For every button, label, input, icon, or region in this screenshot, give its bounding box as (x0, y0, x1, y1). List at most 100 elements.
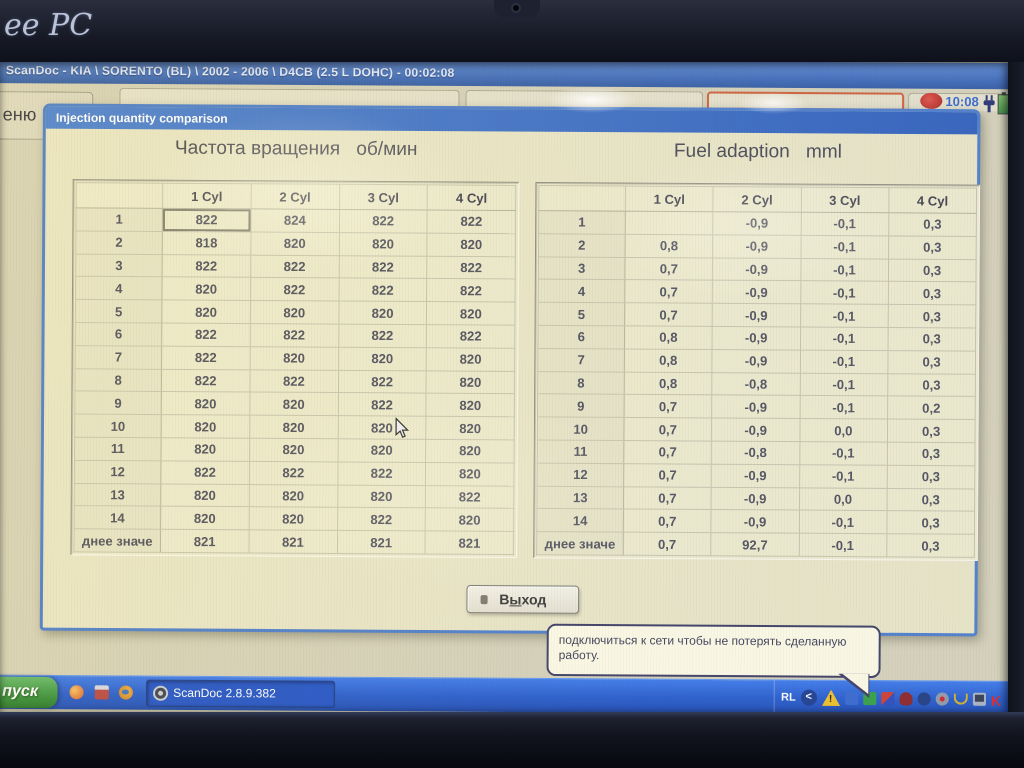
table-cell[interactable]: -0,9 (712, 257, 801, 282)
table-cell[interactable]: 820 (337, 438, 426, 463)
table-cell[interactable]: -0,9 (712, 303, 801, 327)
table-cell[interactable]: 0,3 (888, 212, 977, 237)
notification-balloon[interactable]: подключиться к сети чтобы не потерять сд… (546, 623, 881, 699)
table-cell[interactable]: 0,3 (888, 281, 976, 306)
table-cell[interactable]: 0,7 (623, 440, 712, 464)
table-cell[interactable]: 0,3 (886, 533, 975, 558)
table-cell[interactable]: 0,7 (624, 394, 712, 419)
table-cell[interactable]: -0,9 (711, 418, 800, 442)
table-cell[interactable]: 0,7 (623, 532, 712, 556)
table-cell[interactable]: 92,7 (710, 532, 799, 557)
table-cell[interactable]: 820 (427, 232, 516, 257)
quicklaunch-icon-1[interactable] (69, 685, 84, 700)
start-button[interactable]: пуск (0, 676, 58, 709)
table-cell[interactable]: 822 (161, 323, 251, 347)
table-cell[interactable]: -0,1 (798, 510, 887, 534)
display-tray-icon[interactable] (972, 692, 986, 706)
table-cell[interactable]: 824 (250, 208, 340, 233)
table-cell[interactable]: 820 (425, 462, 515, 486)
table-cell[interactable]: -0,9 (711, 395, 800, 419)
table-cell[interactable]: 822 (337, 461, 426, 486)
table-cell[interactable]: 820 (249, 392, 338, 416)
table-cell[interactable]: 820 (249, 415, 338, 439)
tray-icon-6[interactable] (935, 691, 949, 706)
table-cell[interactable]: 820 (161, 391, 250, 416)
table-cell[interactable]: 0,7 (624, 279, 713, 304)
table-cell[interactable]: -0,1 (800, 212, 889, 236)
table-cell[interactable]: 820 (338, 347, 427, 371)
table-cell[interactable]: -0,9 (712, 349, 800, 373)
table-cell[interactable]: 0,7 (623, 463, 712, 487)
table-cell[interactable]: 822 (426, 278, 516, 303)
table-cell[interactable]: 0,3 (887, 419, 976, 443)
table-cell[interactable]: 821 (248, 529, 338, 554)
table-cell[interactable]: 822 (425, 485, 514, 509)
table-cell[interactable]: 820 (160, 483, 250, 508)
table-cell[interactable]: 822 (337, 369, 427, 394)
table-cell[interactable]: 822 (250, 254, 339, 279)
table-cell[interactable]: 820 (426, 393, 515, 417)
table-cell[interactable]: 820 (161, 277, 251, 301)
table-cell[interactable]: 820 (337, 484, 426, 509)
table-cell[interactable]: 0,3 (886, 465, 975, 489)
table-cell[interactable] (625, 211, 714, 235)
table-cell[interactable]: 822 (338, 278, 427, 302)
tray-icon-3[interactable] (881, 691, 895, 705)
table-cell[interactable]: 0,7 (623, 486, 712, 510)
table-cell[interactable]: 820 (160, 506, 249, 530)
table-cell[interactable]: -0,1 (800, 258, 889, 282)
table-cell[interactable]: 822 (426, 255, 516, 280)
table-cell[interactable]: 822 (338, 209, 428, 233)
antivirus-tray-icon[interactable]: K (990, 692, 1002, 709)
table-cell[interactable]: 0,7 (624, 257, 713, 281)
table-cell[interactable]: 822 (249, 323, 339, 348)
table-cell[interactable]: 820 (249, 438, 338, 462)
table-cell[interactable]: 820 (248, 484, 338, 508)
table-cell[interactable]: 821 (425, 531, 514, 555)
table-cell[interactable]: -0,1 (799, 395, 888, 420)
table-cell[interactable]: 818 (162, 231, 251, 255)
table-cell[interactable]: -0,1 (799, 441, 888, 466)
table-cell[interactable]: -0,8 (711, 372, 800, 396)
table-cell[interactable]: 820 (250, 231, 339, 256)
table-cell[interactable]: 820 (249, 346, 339, 370)
table-cell[interactable]: 0,3 (886, 510, 975, 535)
table-cell[interactable]: 820 (161, 437, 250, 462)
table-cell[interactable]: 822 (249, 461, 338, 485)
table-cell[interactable]: 820 (425, 508, 514, 532)
table-cell[interactable]: 0,3 (887, 373, 976, 397)
table-cell[interactable]: 0,8 (625, 234, 713, 258)
table-cell[interactable]: -0,1 (798, 533, 887, 557)
table-cell[interactable]: 820 (250, 300, 339, 325)
table-cell[interactable]: 820 (426, 347, 515, 372)
table-cell[interactable]: -0,9 (711, 463, 800, 488)
table-cell[interactable]: -0,9 (712, 326, 801, 350)
table-cell[interactable]: 0,7 (623, 509, 712, 533)
language-indicator[interactable]: RL (780, 691, 796, 704)
table-cell[interactable]: 820 (338, 301, 427, 325)
table-cell[interactable]: 820 (248, 507, 338, 531)
exit-button[interactable]: Выход (466, 584, 580, 614)
table-cell[interactable]: -0,9 (712, 280, 801, 304)
table-cell[interactable]: 821 (336, 530, 426, 555)
table-cell[interactable]: 0,0 (799, 418, 888, 443)
table-cell[interactable]: -0,1 (799, 372, 888, 397)
table-cell[interactable]: 820 (425, 416, 515, 440)
table-cell[interactable]: 822 (162, 208, 251, 232)
table-cell[interactable]: 822 (160, 460, 250, 485)
table-cell[interactable]: -0,1 (799, 464, 888, 488)
table-cell[interactable]: 0,3 (886, 487, 975, 512)
table-cell[interactable]: -0,9 (712, 234, 801, 259)
table-cell[interactable]: 822 (338, 255, 428, 279)
table-cell[interactable]: 822 (427, 209, 516, 234)
table-cell[interactable]: -0,8 (711, 441, 800, 465)
table-cell[interactable]: 0,7 (624, 302, 713, 327)
table-cell[interactable]: -0,9 (712, 211, 801, 236)
table-cell[interactable]: 0,3 (887, 327, 976, 351)
table-cell[interactable]: 0,8 (624, 371, 713, 396)
table-cell[interactable]: -0,1 (800, 303, 889, 328)
table-cell[interactable]: 822 (161, 368, 250, 393)
tray-icon-5[interactable] (917, 691, 931, 705)
quicklaunch-icon-3[interactable] (118, 685, 133, 700)
tray-icon-4[interactable] (899, 691, 913, 705)
